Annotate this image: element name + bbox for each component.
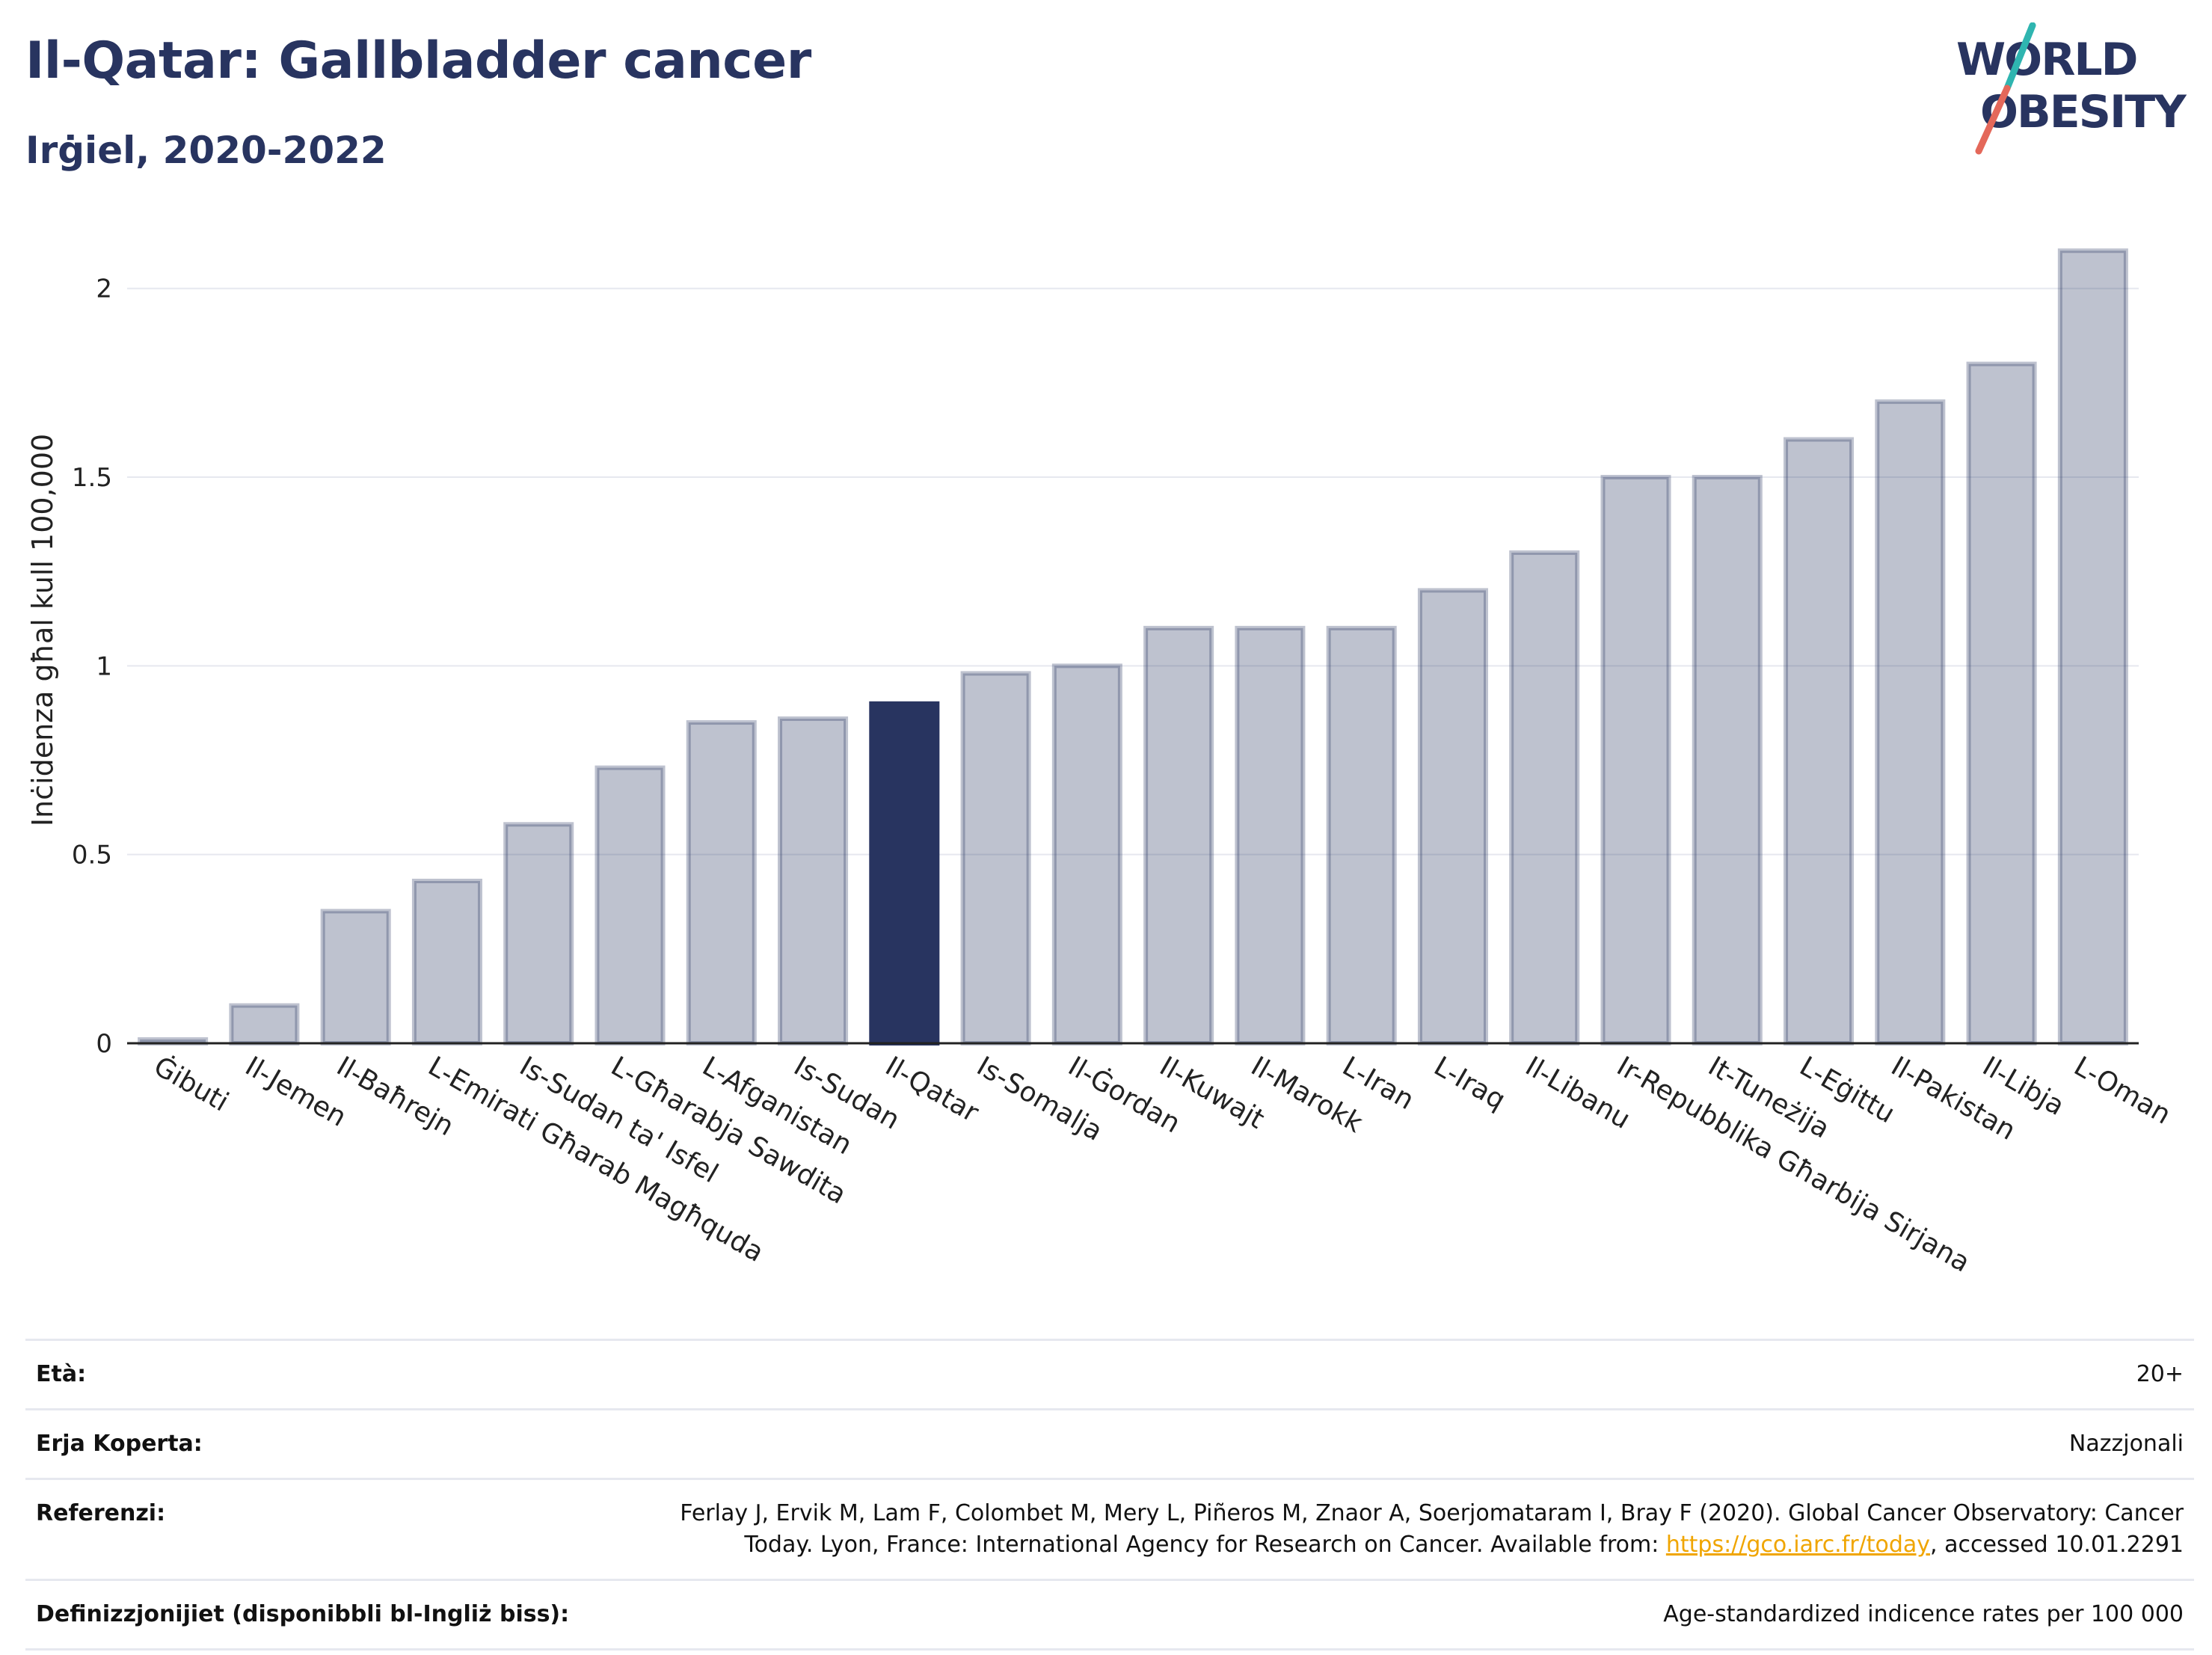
info-table: Età: 20+ Erja Koperta: Nazzjonali Refere… — [25, 1339, 2194, 1651]
bar — [229, 1003, 300, 1046]
bar — [320, 909, 391, 1045]
x-tick-label: Il-Libanu — [1520, 1051, 1635, 1135]
bar — [411, 879, 482, 1045]
references-text: Ferlay J, Ervik M, Lam F, Colombet M, Me… — [680, 1500, 2184, 1558]
bar — [778, 716, 849, 1045]
bar — [503, 822, 574, 1046]
references-label: Referenzi: — [25, 1478, 615, 1581]
x-tick-label: Ġibuti — [149, 1050, 234, 1117]
references-value: Ferlay J, Ervik M, Lam F, Colombet M, Me… — [615, 1478, 2194, 1581]
bar-chart: 0 0.5 1 1.5 2 Ġibuti Il-JemenIl-BaħrejnL-Emir… — [26, 248, 2176, 1279]
definitions-value: Age-standardized indicence rates per 100… — [615, 1579, 2194, 1651]
info-row-area: Erja Koperta: Nazzjonali — [25, 1408, 2194, 1480]
logo-slash-coral — [1975, 85, 2011, 155]
bar — [595, 765, 666, 1045]
age-label: Età: — [25, 1339, 615, 1410]
y-tick-label: 0.5 — [72, 841, 112, 871]
bar — [1509, 550, 1580, 1045]
bar — [1600, 475, 1671, 1045]
gridlines — [127, 287, 2139, 856]
references-accessed: , accessed 10.01.2291 — [1930, 1532, 2184, 1558]
y-tick-label: 0 — [96, 1029, 112, 1059]
y-axis-title: Inċidenza għal kull 100,000 — [26, 434, 59, 826]
area-label: Erja Koperta: — [25, 1408, 615, 1480]
bar — [1417, 588, 1488, 1045]
bar — [1051, 663, 1122, 1045]
area-value: Nazzjonali — [615, 1408, 2194, 1480]
info-row-age: Età: 20+ — [25, 1339, 2194, 1410]
y-tick-label: 2 — [96, 274, 112, 304]
y-tick-label: 1 — [96, 651, 112, 681]
bar — [1143, 625, 1214, 1045]
bar — [1784, 437, 1855, 1045]
y-axis-ticks: 0 0.5 1 1.5 2 — [72, 274, 112, 1059]
x-tick-label: L-Oman — [2068, 1051, 2175, 1130]
bar — [1235, 625, 1306, 1045]
y-tick-label: 1.5 — [72, 463, 112, 493]
definitions-label: Definizzjonijiet (disponibbli bl-Ingliż … — [25, 1579, 615, 1651]
bar — [1692, 475, 1763, 1045]
x-tick-label: Il-Jemen — [240, 1051, 351, 1133]
info-row-definitions: Definizzjonijiet (disponibbli bl-Ingliż … — [25, 1579, 2194, 1651]
logo-line-1: WORLD — [1956, 34, 2136, 86]
bar — [1966, 361, 2037, 1045]
reference-link[interactable]: https://gco.iarc.fr/today — [1665, 1532, 1931, 1558]
logo-slash-teal — [2003, 22, 2036, 92]
bar — [2057, 248, 2128, 1045]
chart-subtitle: Irġiel, 2020-2022 — [25, 129, 387, 172]
logo-line-2: OBESITY — [1980, 86, 2187, 138]
info-row-references: Referenzi: Ferlay J, Ervik M, Lam F, Col… — [25, 1478, 2194, 1581]
bar-highlight — [869, 701, 940, 1045]
x-tick-label: L-Iraq — [1428, 1051, 1510, 1116]
bars — [138, 248, 2128, 1046]
bar — [1326, 625, 1397, 1045]
bar — [960, 671, 1031, 1045]
world-obesity-logo: WORLD OBESITY — [1956, 22, 2189, 155]
age-value: 20+ — [615, 1339, 2194, 1410]
bar — [686, 720, 757, 1045]
chart-title: Il-Qatar: Gallbladder cancer — [25, 31, 811, 90]
bar — [1875, 399, 1946, 1045]
